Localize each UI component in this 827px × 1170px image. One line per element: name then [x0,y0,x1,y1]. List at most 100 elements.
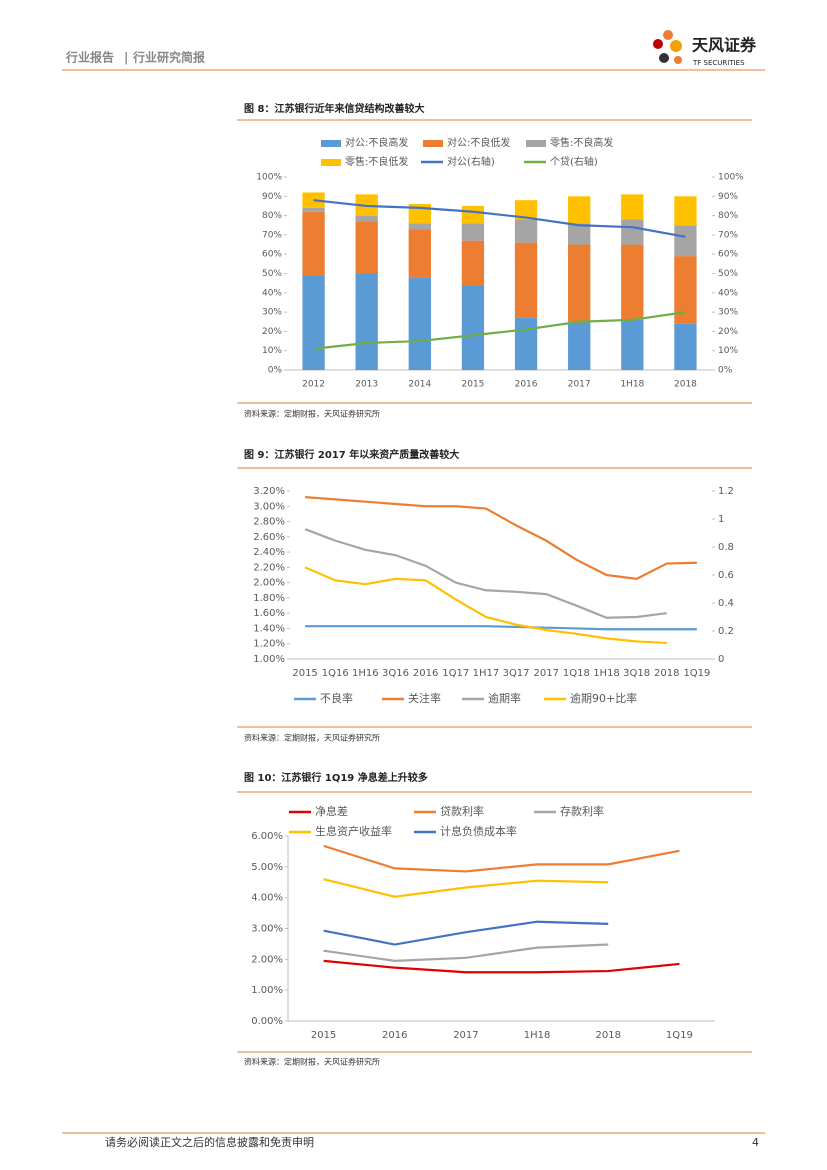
bar [568,321,591,370]
y-tick-label: 20% [262,327,282,337]
y-tick-label: 0% [268,366,283,376]
bar [408,223,431,230]
x-tick-label: 3Q17 [503,668,530,679]
y2-tick-label: 70% [718,230,738,240]
bar [514,219,538,243]
x-tick-label: 3Q16 [382,668,409,679]
bar [302,211,325,276]
source-note: 资料来源：定期财报，天风证券研究所 [244,1057,380,1067]
y-tick-label: 90% [262,192,282,202]
y2-tick-label: 100% [718,173,744,183]
line [313,199,686,238]
figure-title: 图 10：江苏银行 1Q19 净息差上升较多 [244,771,428,784]
y2-tick-label: 90% [718,192,738,202]
x-tick-label: 2018 [654,668,679,679]
y2-tick-label: 1.2 [718,486,734,497]
x-tick-label: 1Q19 [683,668,710,679]
line [313,311,686,350]
x-tick-label: 1H18 [593,668,620,679]
line [323,920,609,946]
legend-label: 逾期90+比率 [570,691,637,705]
y-tick-label: 50% [262,269,282,279]
bar [674,256,697,324]
x-tick-label: 2016 [515,380,538,390]
y2-tick-label: 40% [718,288,738,298]
source-note: 资料来源：定期财报，天风证券研究所 [244,733,380,743]
y-tick-label: 2.60% [253,532,285,543]
y-tick-label: 6.00% [251,831,283,842]
y-tick-label: 2.00% [251,954,283,965]
x-tick-label: 1H17 [473,668,500,679]
bar [514,242,538,318]
bar [621,244,644,320]
line [304,496,697,580]
legend-label: 个贷(右轴) [550,155,598,168]
y-tick-label: 3.00% [251,924,283,935]
x-tick-label: 2013 [355,380,378,390]
y-tick-label: 2.20% [253,562,285,573]
bar [408,277,431,370]
x-tick-label: 2015 [311,1030,336,1041]
y-tick-label: 3.00% [253,501,285,512]
legend-label: 计息负债成本率 [440,824,517,838]
y-tick-label: 5.00% [251,862,283,873]
x-tick-label: 1Q17 [442,668,469,679]
bar [355,215,378,222]
figure-title: 图 8：江苏银行近年来信贷结构改善较大 [244,102,424,115]
line [323,844,680,873]
legend-swatch [526,140,546,147]
bar [408,229,431,278]
bar [621,194,644,220]
x-tick-label: 2018 [674,380,697,390]
bar [674,225,697,257]
source-note: 资料来源：定期财报，天风证券研究所 [244,409,380,419]
x-tick-label: 2015 [461,380,484,390]
figure-title: 图 9：江苏银行 2017 年以来资产质量改善较大 [244,448,459,461]
x-tick-label: 2014 [408,380,431,390]
legend-label: 贷款利率 [440,804,484,818]
y2-tick-label: 0.2 [718,626,734,637]
x-tick-label: 1H16 [352,668,379,679]
x-tick-label: 2017 [568,380,591,390]
y-tick-label: 40% [262,288,282,298]
bar [621,319,644,370]
y2-tick-label: 60% [718,250,738,260]
legend-label: 对公(右轴) [447,155,495,168]
y-tick-label: 30% [262,308,282,318]
line [304,566,667,645]
line [304,528,667,619]
legend-label: 零售:不良低发 [345,155,408,168]
y-tick-label: 1.60% [253,608,285,619]
legend-label: 不良率 [320,691,353,705]
bar [568,244,591,322]
y2-tick-label: 20% [718,327,738,337]
header-sep: | [124,51,128,65]
bar [355,221,378,274]
legend-label: 生息资产收益率 [315,824,392,838]
y2-tick-label: 1 [718,514,724,525]
bar [621,219,644,245]
y-tick-label: 80% [262,211,282,221]
y2-tick-label: 0% [718,366,733,376]
y-tick-label: 0.00% [251,1016,283,1027]
y-tick-label: 100% [256,173,282,183]
legend-label: 零售:不良高发 [550,136,613,149]
y2-tick-label: 80% [718,211,738,221]
y-tick-label: 70% [262,230,282,240]
y-tick-label: 3.20% [253,486,285,497]
y-tick-label: 4.00% [251,893,283,904]
x-tick-label: 2015 [292,668,317,679]
legend-label: 净息差 [315,804,348,818]
x-tick-label: 3Q18 [623,668,650,679]
y2-tick-label: 50% [718,269,738,279]
x-tick-label: 1Q19 [666,1030,693,1041]
y2-tick-label: 10% [718,346,738,356]
x-tick-label: 2018 [596,1030,621,1041]
disclaimer: 请务必阅读正文之后的信息披露和免责申明 [105,1135,314,1149]
bar [461,240,485,286]
legend-label: 对公:不良低发 [447,136,510,149]
x-tick-label: 2016 [413,668,438,679]
x-tick-label: 1H18 [524,1030,551,1041]
y2-tick-label: 0 [718,654,724,665]
